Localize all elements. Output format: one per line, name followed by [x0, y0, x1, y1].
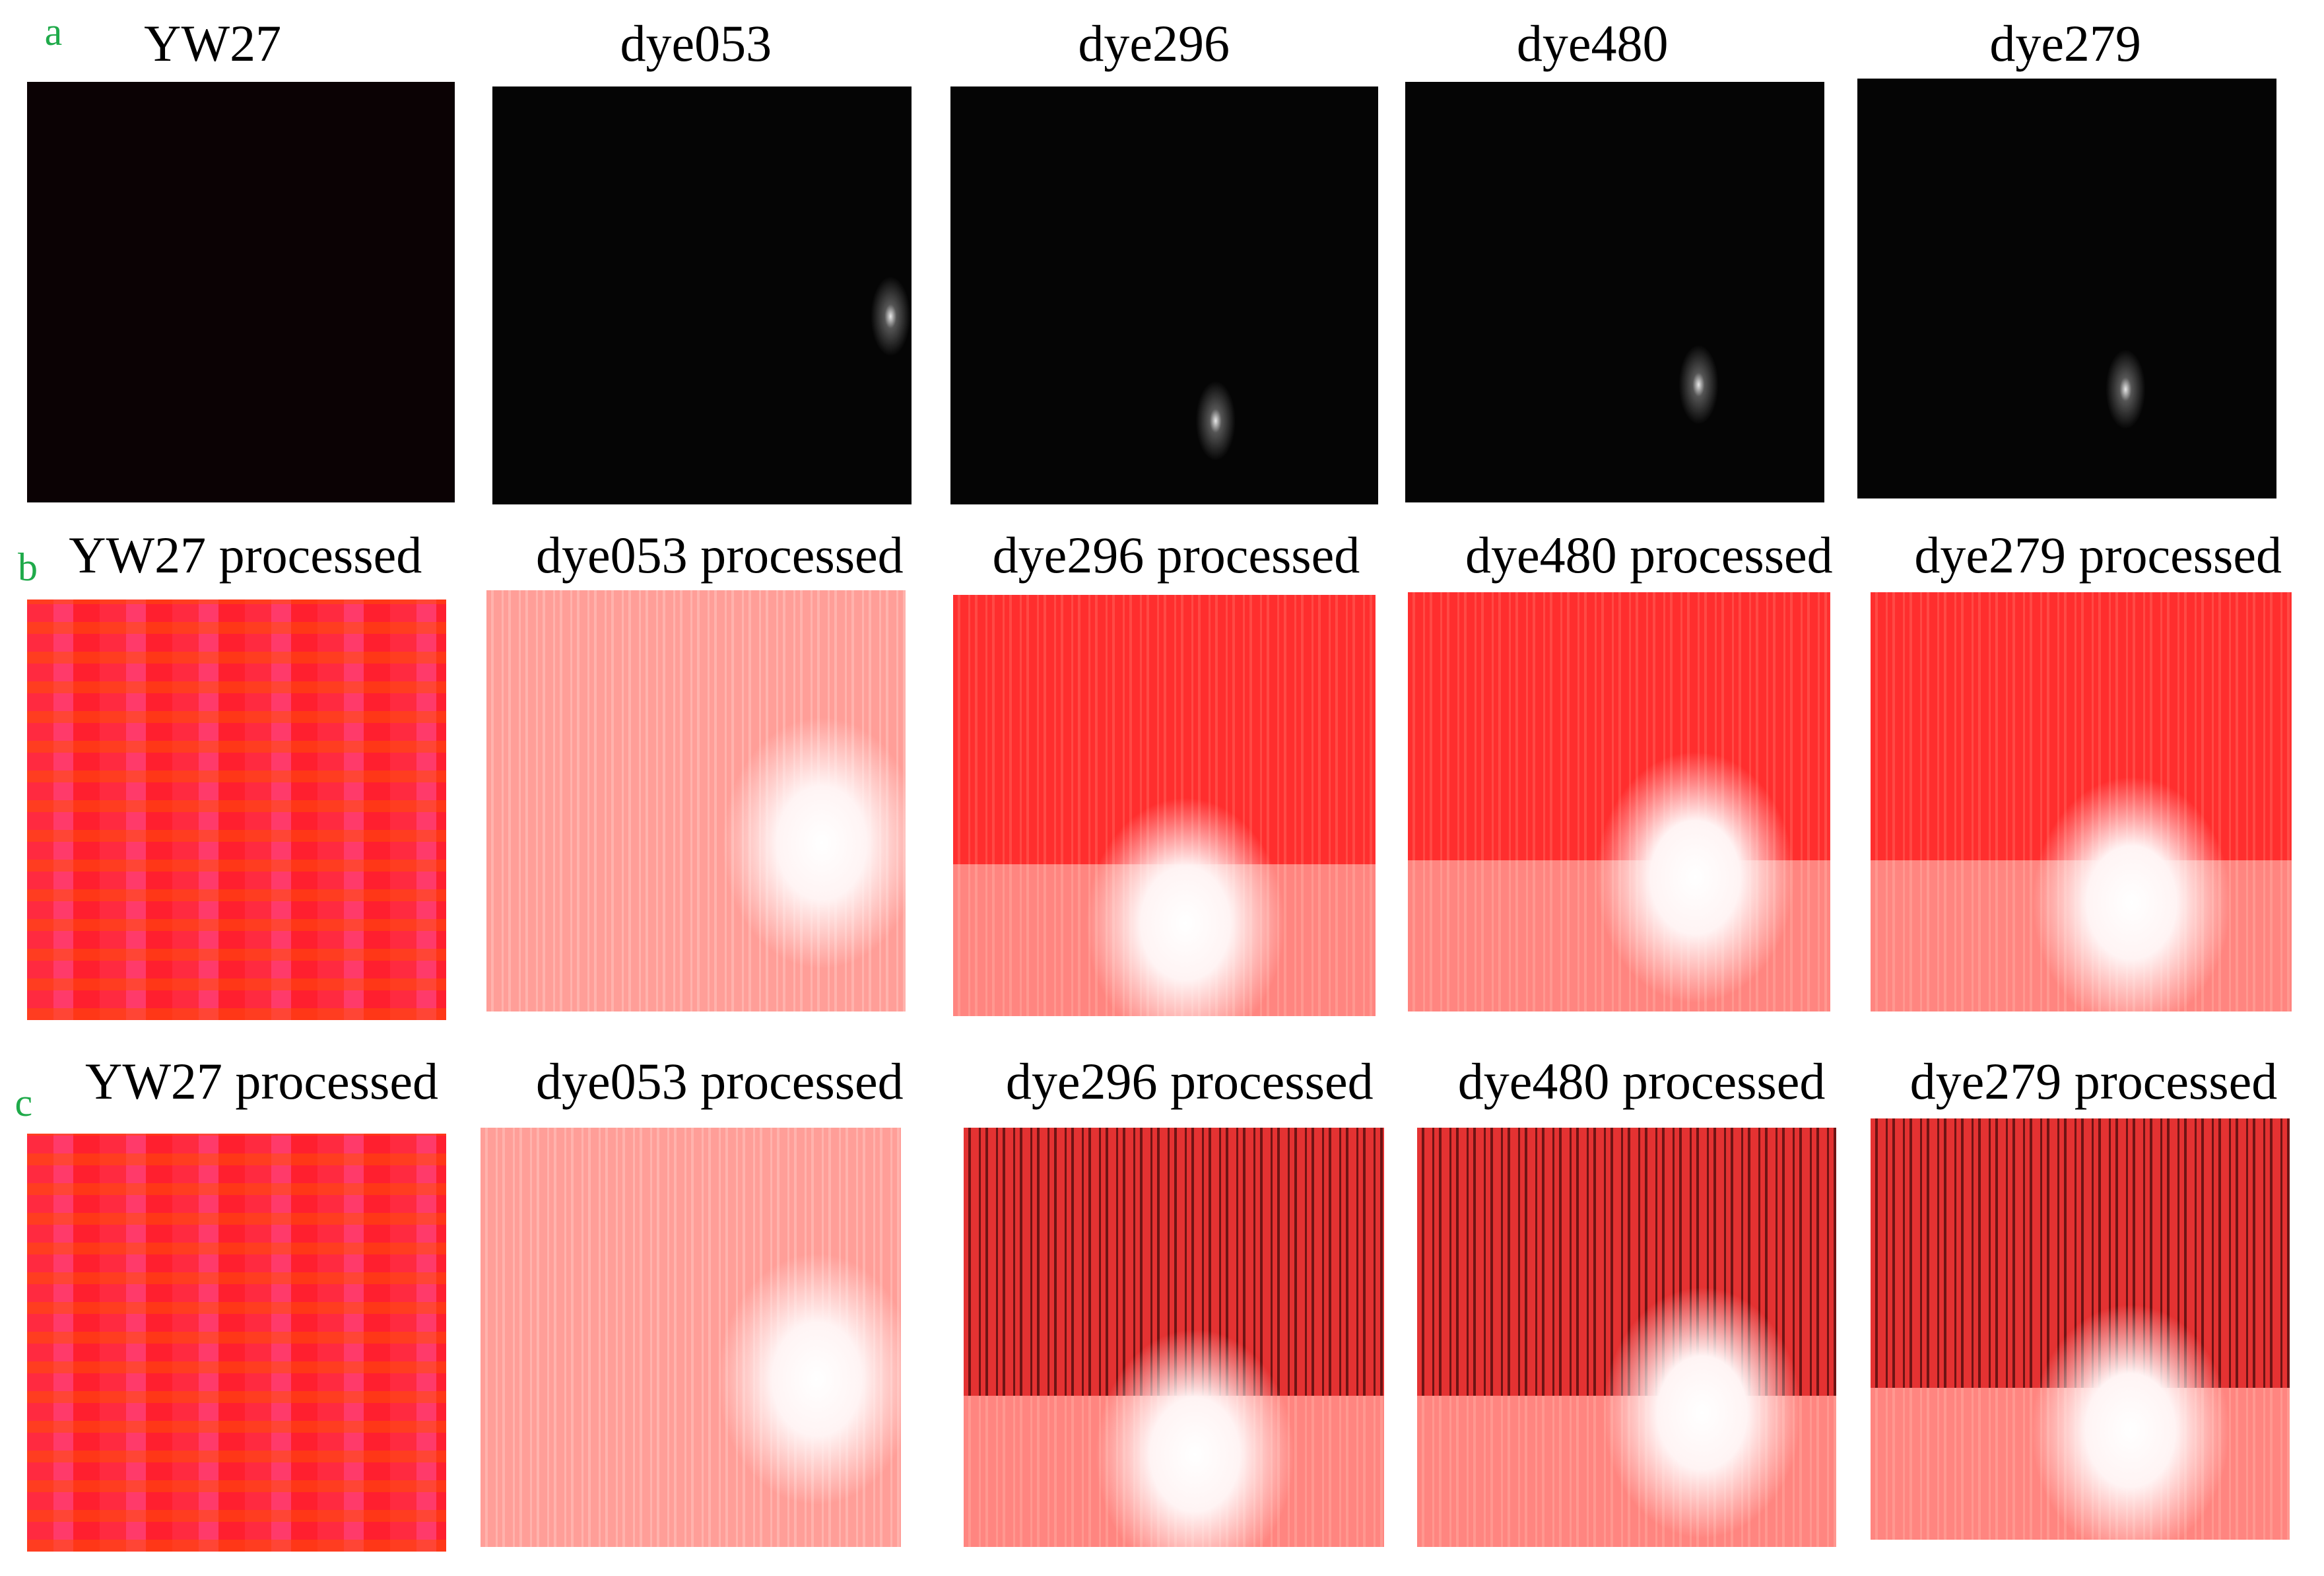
panel-title: YW27 processed: [69, 526, 422, 584]
panel-image: [26, 1133, 446, 1552]
panel-image: [1405, 81, 1825, 503]
panel-image: [1857, 79, 2277, 498]
panel-title: YW27: [144, 15, 282, 73]
panel-image: [953, 595, 1376, 1016]
panel-title: dye053: [620, 15, 772, 73]
panel-title: dye279: [1989, 15, 2141, 73]
panel-image: [26, 81, 455, 503]
panel-image: [1871, 1118, 2290, 1540]
panel-title: dye296 processed: [992, 526, 1360, 584]
panel-title: dye053 processed: [536, 1052, 904, 1111]
panel-image: [492, 86, 912, 504]
panel-image: [1416, 1127, 1837, 1547]
panel-label: a: [44, 10, 63, 54]
panel-title: dye279 processed: [1909, 1052, 2278, 1111]
panel-image: [1408, 592, 1831, 1011]
panel-title: dye296: [1078, 15, 1230, 73]
panel-title: dye480 processed: [1457, 1052, 1826, 1111]
panel-label: c: [15, 1081, 33, 1125]
panel-image: [26, 599, 446, 1021]
panel-image: [963, 1127, 1385, 1547]
panel-title: YW27 processed: [84, 1052, 438, 1111]
panel-title: dye480: [1516, 15, 1669, 73]
panel-title: dye053 processed: [536, 526, 904, 584]
panel-image: [480, 1127, 902, 1547]
panel-label: b: [18, 545, 38, 590]
panel-title: dye296 processed: [1005, 1052, 1374, 1111]
panel-title: dye480 processed: [1465, 526, 1833, 584]
panel-image: [1871, 592, 2292, 1011]
panel-image: [950, 86, 1379, 504]
panel-title: dye279 processed: [1914, 526, 2282, 584]
panel-image: [486, 590, 906, 1011]
